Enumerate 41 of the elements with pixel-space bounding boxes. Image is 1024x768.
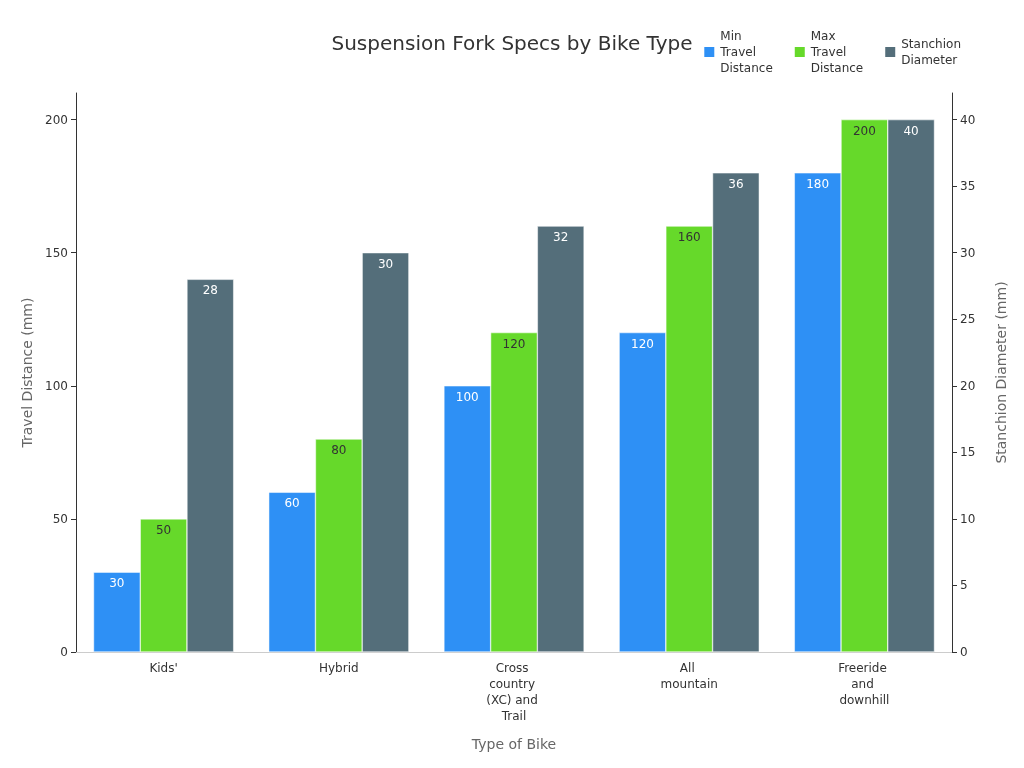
data-label: 60 bbox=[284, 496, 300, 511]
x-tick-label: All mountain bbox=[660, 661, 718, 691]
y2-tick-label: 30 bbox=[960, 245, 976, 260]
x-axis-title: Type of Bike bbox=[470, 736, 557, 752]
data-label: 36 bbox=[728, 176, 744, 191]
data-label: 28 bbox=[202, 283, 218, 298]
y2-tick-label: 20 bbox=[960, 378, 976, 393]
y-tick-label: 200 bbox=[45, 112, 68, 127]
y2-axis-title: Stanchion Diameter (mm) bbox=[993, 281, 1009, 464]
legend-label: Max Travel Distance bbox=[809, 29, 864, 75]
y2-tick-label: 0 bbox=[960, 645, 968, 659]
x-tick-label: Hybrid bbox=[318, 661, 359, 675]
data-label: 80 bbox=[331, 443, 347, 458]
data-label: 120 bbox=[631, 336, 654, 351]
y-tick-label: 0 bbox=[60, 645, 68, 659]
y-tick-label: 150 bbox=[45, 245, 68, 260]
y2-tick-label: 35 bbox=[960, 179, 976, 194]
y-tick-label: 100 bbox=[45, 378, 68, 393]
y-tick-label: 50 bbox=[52, 511, 68, 526]
x-tick-label: Cross country (XC) and Trail bbox=[486, 661, 542, 723]
x-tick-label: Kids' bbox=[149, 661, 178, 675]
y2-tick-label: 5 bbox=[960, 578, 968, 593]
data-label: 180 bbox=[806, 176, 830, 191]
data-label: 200 bbox=[852, 123, 876, 138]
legend-label: Stanchion Diameter bbox=[901, 37, 961, 67]
x-tick-label: Freeride and downhill bbox=[838, 661, 891, 707]
y2-tick-label: 40 bbox=[960, 112, 976, 127]
data-label: 120 bbox=[502, 336, 526, 351]
legend-label: Min Travel Distance bbox=[719, 29, 773, 75]
y-axis-title: Travel Distance (mm) bbox=[19, 297, 35, 449]
y2-tick-label: 25 bbox=[960, 312, 976, 327]
data-label: 32 bbox=[553, 230, 569, 245]
data-label: 100 bbox=[455, 389, 479, 404]
data-label: 40 bbox=[903, 123, 919, 138]
y2-tick-label: 10 bbox=[960, 511, 976, 526]
data-label: 160 bbox=[677, 230, 701, 245]
data-label: 50 bbox=[155, 522, 172, 537]
chart-title: Suspension Fork Specs by Bike Type bbox=[331, 31, 693, 55]
y2-tick-label: 15 bbox=[960, 445, 976, 460]
data-label: 30 bbox=[377, 256, 394, 271]
data-label: 30 bbox=[109, 576, 125, 591]
